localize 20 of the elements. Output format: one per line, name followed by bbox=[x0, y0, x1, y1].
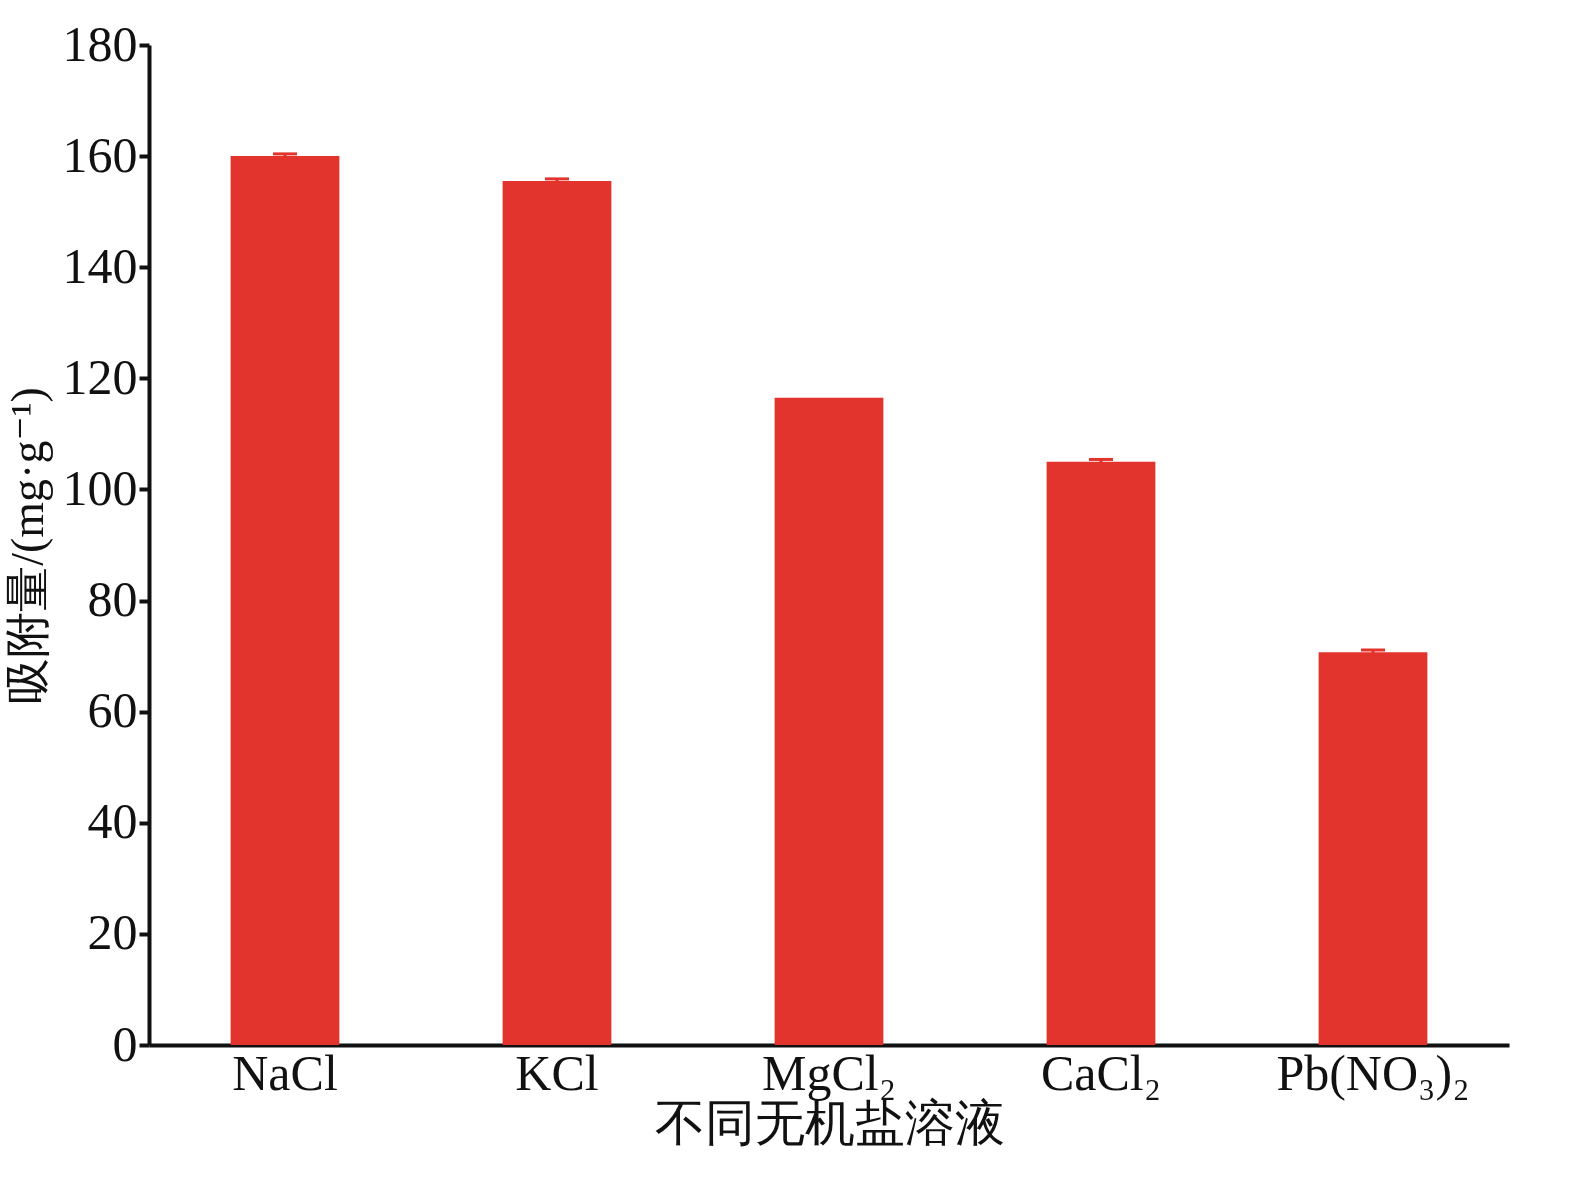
bar bbox=[230, 156, 340, 1045]
x-tick-label: KCl bbox=[515, 1044, 599, 1101]
x-tick-label: CaCl₂ bbox=[1040, 1044, 1162, 1101]
bar bbox=[502, 181, 612, 1045]
bar bbox=[774, 397, 884, 1045]
y-tick-label: 20 bbox=[87, 904, 138, 961]
x-tick-label: Pb(NO₃)₂ bbox=[1276, 1044, 1470, 1101]
y-tick-label: 100 bbox=[62, 459, 138, 516]
y-tick-label: 0 bbox=[112, 1015, 138, 1072]
y-tick-label: 160 bbox=[62, 126, 138, 183]
x-tick-label: NaCl bbox=[232, 1044, 338, 1101]
y-tick-label: 140 bbox=[62, 237, 138, 294]
bar bbox=[1318, 652, 1428, 1045]
y-tick-label: 120 bbox=[62, 348, 138, 405]
y-tick-label: 180 bbox=[62, 15, 138, 72]
y-tick-label: 60 bbox=[87, 682, 138, 739]
y-tick-label: 40 bbox=[87, 793, 138, 850]
y-axis-title: 吸附量/(mg·g⁻¹) bbox=[1, 387, 53, 704]
y-tick-label: 80 bbox=[87, 571, 138, 628]
bar bbox=[1046, 461, 1156, 1045]
